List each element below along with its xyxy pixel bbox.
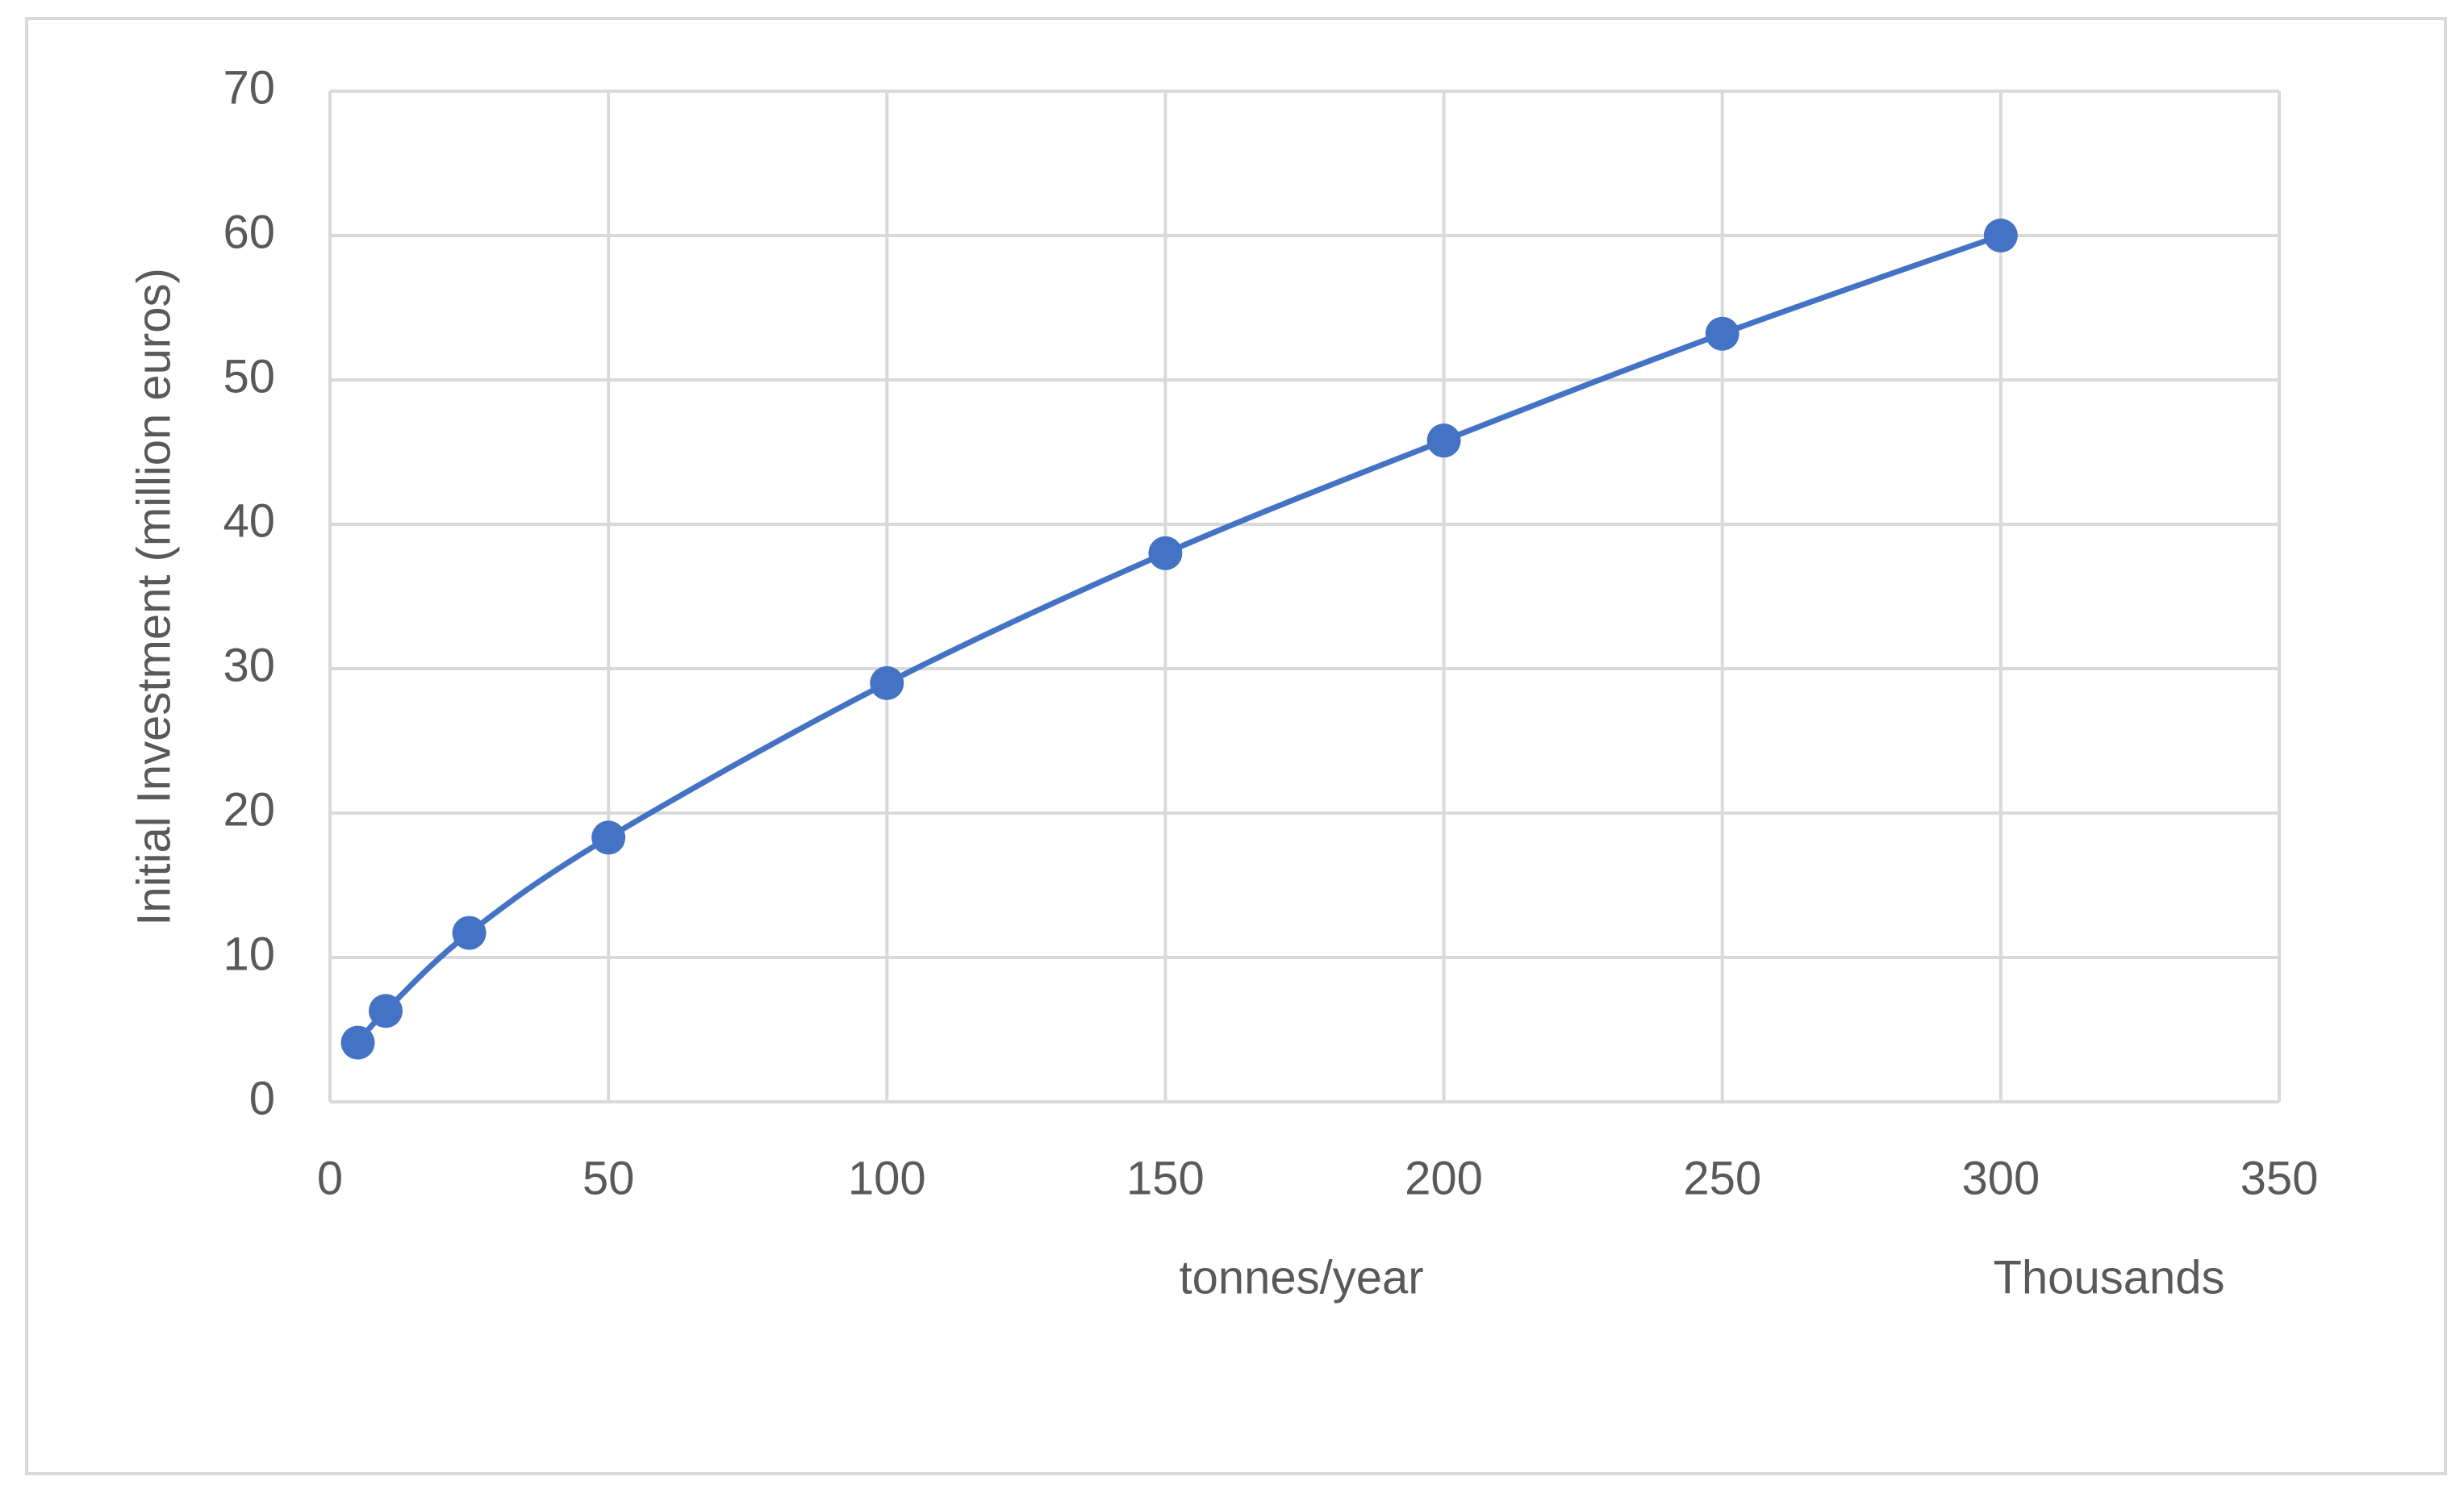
y-tick-label: 10: [223, 928, 275, 980]
y-axis-label: Initial Investment (million euros): [127, 268, 180, 926]
data-point: [1426, 423, 1461, 458]
y-tick-label: 60: [223, 206, 275, 258]
data-point: [340, 1025, 375, 1060]
x-unit-label: Thousands: [1994, 1251, 2225, 1304]
y-tick-label: 70: [223, 61, 275, 114]
x-tick-label: 50: [583, 1152, 635, 1204]
y-tick-label: 50: [223, 350, 275, 403]
x-tick-label: 0: [317, 1152, 343, 1204]
y-tick-label: 40: [223, 494, 275, 547]
x-tick-label: 350: [2241, 1152, 2319, 1204]
data-point: [369, 994, 403, 1028]
data-point: [1148, 536, 1183, 570]
y-tick-label: 0: [249, 1072, 275, 1124]
data-point: [452, 916, 487, 950]
x-tick-label: 100: [848, 1152, 926, 1204]
data-point: [870, 665, 904, 700]
x-tick-label: 250: [1683, 1152, 1761, 1204]
data-point: [1705, 316, 1739, 351]
x-tick-label: 150: [1126, 1152, 1205, 1204]
data-point: [591, 820, 626, 855]
x-tick-label: 200: [1405, 1152, 1483, 1204]
data-point: [1983, 219, 2018, 252]
x-axis-label: tonnes/year: [1179, 1251, 1423, 1304]
chart-border: [25, 17, 2447, 1475]
y-tick-label: 20: [223, 783, 275, 836]
x-tick-label: 300: [1961, 1152, 2040, 1204]
y-tick-label: 30: [223, 639, 275, 691]
